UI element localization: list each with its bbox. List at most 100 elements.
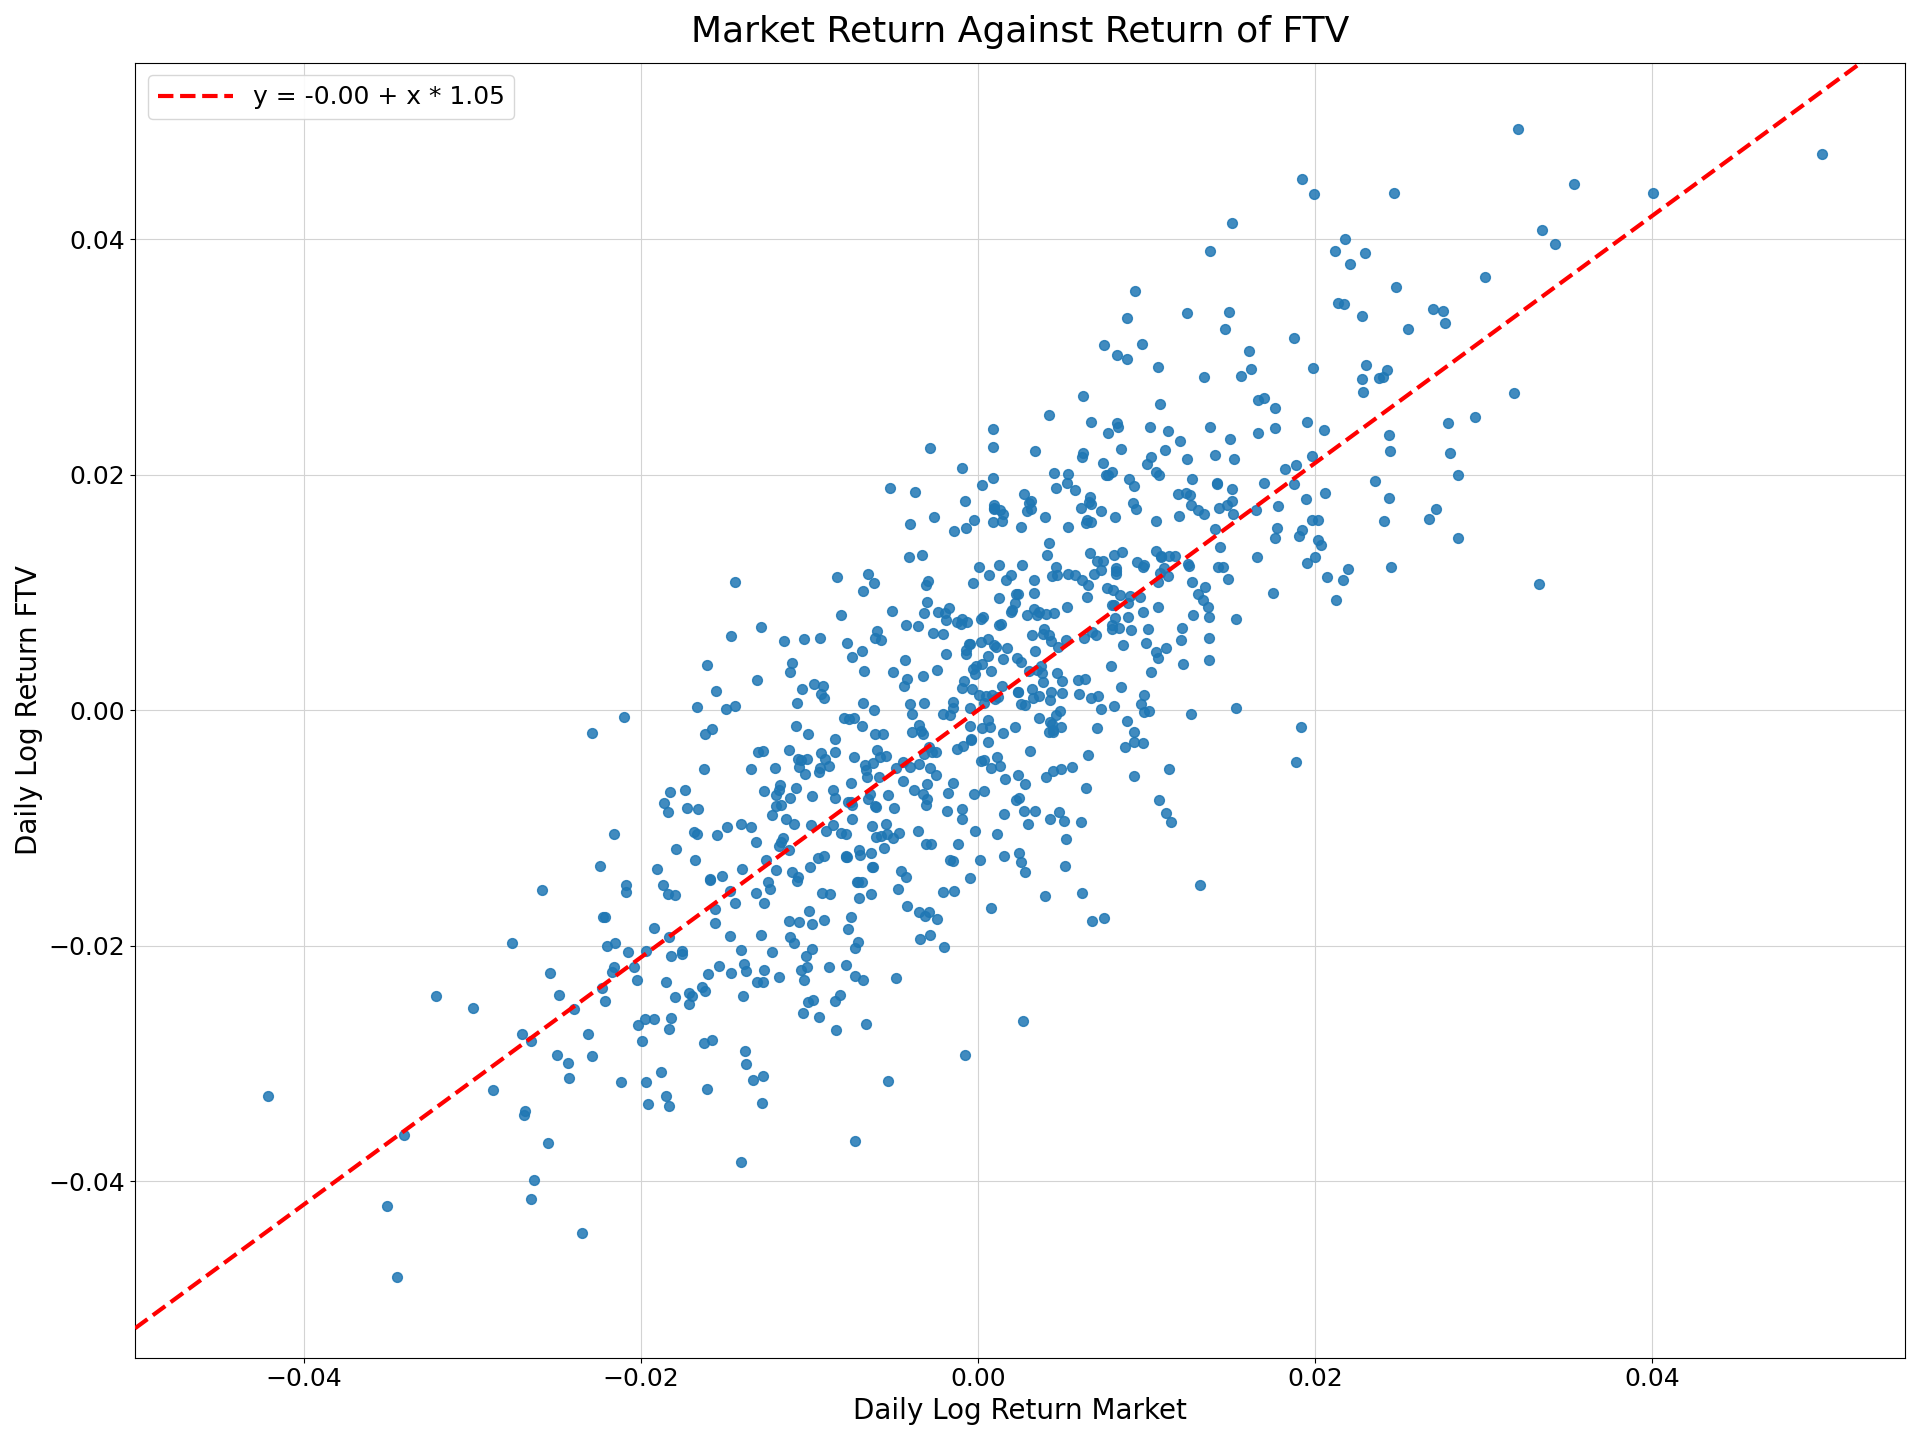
Point (1350, 242, 1380, 265)
Point (1010, 694, 1041, 717)
Point (783, 755, 814, 778)
Point (922, 907, 952, 930)
Point (589, 989, 620, 1012)
Point (985, 755, 1016, 778)
Point (889, 675, 920, 698)
Point (820, 740, 851, 763)
Point (741, 971, 772, 994)
Point (973, 645, 1004, 668)
Point (1221, 608, 1252, 631)
Point (954, 697, 985, 720)
Point (914, 569, 945, 592)
Point (902, 819, 933, 842)
Point (1142, 570, 1173, 593)
Point (927, 703, 958, 726)
Point (910, 573, 941, 596)
Point (1290, 488, 1321, 511)
Point (826, 822, 856, 845)
Point (966, 631, 996, 654)
Point (947, 612, 977, 635)
Point (670, 778, 701, 801)
Point (1213, 567, 1244, 590)
Point (1171, 301, 1202, 324)
Point (774, 739, 804, 762)
Point (1031, 766, 1062, 789)
Point (908, 664, 939, 687)
Point (1075, 485, 1106, 508)
Point (1171, 481, 1202, 504)
Point (518, 1168, 549, 1191)
Legend: y = -0.00 + x * 1.05: y = -0.00 + x * 1.05 (148, 75, 515, 120)
Point (682, 822, 712, 845)
Point (1016, 490, 1046, 513)
Point (730, 1040, 760, 1063)
Point (954, 632, 985, 655)
Point (720, 891, 751, 914)
Point (783, 747, 814, 770)
Point (872, 822, 902, 845)
Point (778, 861, 808, 884)
Point (1085, 559, 1116, 582)
Point (1200, 518, 1231, 541)
Point (1309, 419, 1340, 442)
Point (1119, 279, 1150, 302)
Point (1087, 550, 1117, 573)
Point (1202, 471, 1233, 494)
Point (1121, 498, 1152, 521)
Point (843, 886, 874, 909)
Point (1014, 660, 1044, 683)
Point (1039, 602, 1069, 625)
Point (701, 824, 732, 847)
Point (897, 703, 927, 726)
Point (768, 629, 799, 652)
Point (1100, 563, 1131, 586)
Point (916, 832, 947, 855)
Point (1052, 595, 1083, 618)
Point (1081, 717, 1112, 740)
Point (814, 883, 845, 906)
Point (1219, 448, 1250, 471)
Point (1146, 546, 1177, 569)
Point (1002, 763, 1033, 786)
Point (726, 812, 756, 835)
Point (1091, 576, 1121, 599)
Point (1156, 811, 1187, 834)
Point (735, 757, 766, 780)
Point (908, 721, 939, 744)
Point (651, 971, 682, 994)
Point (1142, 596, 1173, 619)
Point (1020, 598, 1050, 621)
Point (1194, 415, 1225, 438)
Point (977, 467, 1008, 490)
Point (906, 782, 937, 805)
Point (891, 865, 922, 888)
Point (1035, 629, 1066, 652)
Point (1066, 811, 1096, 834)
Point (1092, 464, 1123, 487)
Point (1104, 583, 1135, 606)
Point (691, 1077, 722, 1100)
Point (730, 1053, 760, 1076)
Point (764, 966, 795, 989)
Point (981, 822, 1012, 845)
Point (1296, 445, 1327, 468)
Point (645, 1060, 676, 1083)
Point (712, 815, 743, 838)
Point (559, 998, 589, 1021)
Point (1321, 589, 1352, 612)
Point (382, 1266, 413, 1289)
Point (1020, 582, 1050, 605)
Point (927, 880, 958, 903)
Point (1432, 412, 1463, 435)
Point (1202, 472, 1233, 495)
Point (1016, 677, 1046, 700)
Point (720, 570, 751, 593)
Point (977, 418, 1008, 441)
Point (622, 1014, 653, 1037)
Point (1044, 700, 1075, 723)
Point (1037, 759, 1068, 782)
Point (1217, 490, 1248, 513)
Point (831, 631, 862, 654)
Point (1041, 556, 1071, 579)
Point (793, 747, 824, 770)
